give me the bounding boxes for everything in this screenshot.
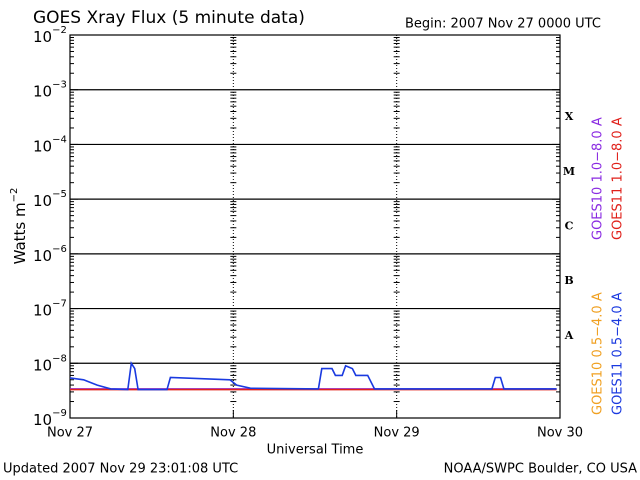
footer-source: NOAA/SWPC Boulder, CO USA	[444, 462, 637, 477]
y-tick-exp: −9	[52, 408, 67, 419]
series-line	[69, 361, 557, 391]
flare-class-label: A	[564, 329, 574, 342]
y-tick-base: 10	[33, 137, 52, 155]
y-tick-exp: −5	[52, 189, 67, 200]
x-tick-label: Nov 29	[374, 426, 420, 441]
y-tick-base: 10	[33, 28, 52, 46]
y-tick-exp: −4	[52, 134, 67, 145]
y-tick-label: 10−4	[33, 134, 67, 155]
y-tick-exp: −3	[52, 80, 67, 91]
y-tick-exp: −2	[52, 25, 67, 36]
legend-entry: GOES10 1.0−8.0 A	[591, 117, 606, 240]
y-axis-label-text: Watts m	[11, 202, 29, 264]
y-tick-base: 10	[33, 246, 52, 264]
chart-title: GOES Xray Flux (5 minute data)	[33, 8, 305, 28]
y-tick-base: 10	[33, 82, 52, 100]
flare-class-label: C	[565, 220, 574, 233]
y-tick-base: 10	[33, 301, 52, 319]
y-axis-label: Watts m−2	[9, 188, 29, 265]
y-tick-label: 10−6	[33, 244, 67, 265]
y-tick-label: 10−9	[33, 408, 67, 429]
y-tick-label: 10−3	[33, 80, 67, 101]
y-tick-label: 10−7	[33, 299, 67, 320]
y-tick-label: 10−8	[33, 353, 67, 374]
y-tick-base: 10	[33, 411, 52, 429]
legend-entry: GOES10 0.5−4.0 A	[591, 292, 606, 415]
plot-frame	[69, 34, 561, 419]
legend-entry: GOES11 0.5−4.0 A	[611, 292, 626, 415]
y-tick-exp: −7	[52, 299, 67, 310]
y-tick-label: 10−2	[33, 25, 67, 46]
x-tick-label: Nov 28	[210, 426, 256, 441]
flare-class-label: B	[564, 274, 573, 287]
legend-entry: GOES11 1.0−8.0 A	[611, 117, 626, 240]
flare-class-label: X	[565, 110, 574, 123]
y-tick-base: 10	[33, 192, 52, 210]
y-tick-label: 10−5	[33, 189, 67, 210]
chart-subtitle: Begin: 2007 Nov 27 0000 UTC	[405, 17, 601, 32]
flare-class-label: M	[563, 165, 575, 178]
x-tick-label: Nov 30	[537, 426, 583, 441]
y-tick-exp: −6	[52, 244, 67, 255]
y-axis-label-exp: −2	[9, 188, 20, 203]
footer-updated: Updated 2007 Nov 29 23:01:08 UTC	[3, 462, 238, 477]
y-tick-exp: −8	[52, 353, 67, 364]
x-axis-label: Universal Time	[267, 443, 364, 458]
y-tick-base: 10	[33, 356, 52, 374]
x-tick-label: Nov 27	[47, 426, 93, 441]
